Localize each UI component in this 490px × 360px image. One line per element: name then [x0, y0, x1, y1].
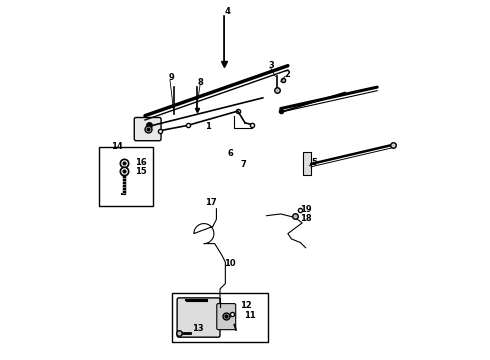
Text: 6: 6: [228, 149, 234, 158]
Text: 13: 13: [192, 324, 204, 333]
Text: 11: 11: [245, 311, 256, 320]
FancyBboxPatch shape: [303, 153, 311, 175]
Text: 2: 2: [284, 70, 290, 79]
FancyBboxPatch shape: [134, 117, 161, 141]
Text: 17: 17: [205, 198, 217, 207]
Text: 8: 8: [197, 78, 203, 87]
Text: 14: 14: [111, 141, 123, 150]
Text: 5: 5: [312, 158, 318, 167]
FancyBboxPatch shape: [177, 298, 220, 337]
Text: 3: 3: [269, 61, 275, 70]
Text: 12: 12: [240, 301, 251, 310]
FancyBboxPatch shape: [99, 147, 153, 206]
Text: 1: 1: [204, 122, 210, 131]
Text: 9: 9: [169, 73, 174, 82]
FancyBboxPatch shape: [172, 293, 268, 342]
Text: 4: 4: [224, 7, 230, 16]
Text: 10: 10: [224, 260, 236, 269]
Text: 16: 16: [135, 158, 147, 167]
FancyBboxPatch shape: [217, 303, 236, 330]
Text: 7: 7: [240, 160, 246, 169]
Text: 18: 18: [300, 214, 312, 223]
Text: 19: 19: [300, 205, 312, 214]
Text: 15: 15: [135, 167, 147, 176]
